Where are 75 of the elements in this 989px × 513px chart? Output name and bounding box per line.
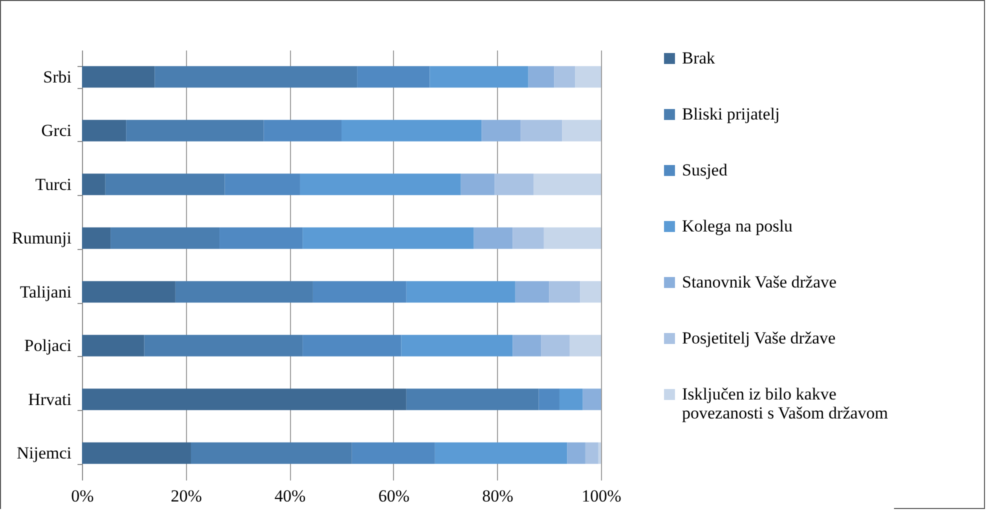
bar: [474, 227, 513, 249]
bar: [562, 120, 601, 142]
bar: [567, 442, 586, 464]
bar: [585, 442, 598, 464]
x-tick-label: 40%: [274, 486, 306, 506]
bar: [538, 388, 560, 410]
bar: [175, 281, 313, 303]
bar: [82, 120, 126, 142]
y-tick-label: Nijemci: [16, 444, 72, 463]
bar: [300, 174, 461, 196]
bar: [406, 281, 516, 303]
bar: [357, 66, 430, 88]
y-tick-label: Turci: [35, 174, 72, 194]
y-tick-label: Grci: [41, 121, 72, 140]
bar: [82, 334, 144, 356]
x-tick-label: 100%: [582, 486, 622, 506]
legend-label: Bliski prijatelj: [682, 104, 780, 124]
y-tick-label: Poljaci: [24, 336, 72, 356]
bar: [110, 227, 220, 249]
bar: [190, 442, 352, 464]
bar: [82, 66, 155, 88]
y-tick-label: Hrvati: [28, 390, 72, 409]
bar: [512, 227, 544, 249]
x-tick-label: 60%: [378, 486, 410, 506]
bar: [82, 281, 176, 303]
legend-label: Stanovnik Vaše države: [682, 272, 837, 292]
x-tick-label: 80%: [482, 486, 514, 506]
bar: [582, 388, 601, 410]
bar: [598, 442, 601, 464]
bar: [406, 388, 539, 410]
bar: [528, 66, 554, 88]
bar: [482, 120, 521, 142]
bar: [82, 388, 406, 410]
bar: [105, 174, 225, 196]
x-tick-label: 0%: [71, 486, 94, 506]
bar: [559, 388, 583, 410]
bar: [401, 334, 513, 356]
legend-label: Susjed: [682, 160, 728, 180]
bar: [302, 334, 402, 356]
bar: [430, 66, 528, 88]
x-tick-label: 20%: [170, 486, 202, 506]
bar: [544, 227, 601, 249]
bar: [144, 334, 303, 356]
bar: [342, 120, 482, 142]
y-tick-label: Talijani: [20, 282, 72, 302]
bar: [549, 281, 580, 303]
bar: [264, 120, 342, 142]
bar: [302, 227, 474, 249]
bar: [541, 334, 570, 356]
bar: [434, 442, 568, 464]
bar: [575, 66, 601, 88]
legend-label: Isključen iz bilo kakve povezanosti s Vašom državom: [682, 384, 888, 422]
bar: [554, 66, 576, 88]
bar: [494, 174, 534, 196]
bar: [580, 281, 601, 303]
bar: [82, 174, 106, 196]
bar: [352, 442, 435, 464]
bar: [512, 334, 542, 356]
legend-label: Posjetitelj Vaše države: [682, 328, 836, 348]
bar: [460, 174, 495, 196]
y-tick-label: Srbi: [43, 67, 72, 86]
bar: [220, 227, 303, 249]
bar: [126, 120, 264, 142]
bar: [312, 281, 406, 303]
bar: [82, 442, 191, 464]
legend-label: Kolega na poslu: [682, 216, 793, 236]
bar: [82, 227, 111, 249]
y-tick-label: Rumunji: [12, 228, 72, 248]
bar: [520, 120, 562, 142]
bar: [534, 174, 601, 196]
bar: [154, 66, 358, 88]
bar: [570, 334, 601, 356]
legend-label: Brak: [682, 48, 716, 68]
bar: [224, 174, 300, 196]
bar: [515, 281, 550, 303]
